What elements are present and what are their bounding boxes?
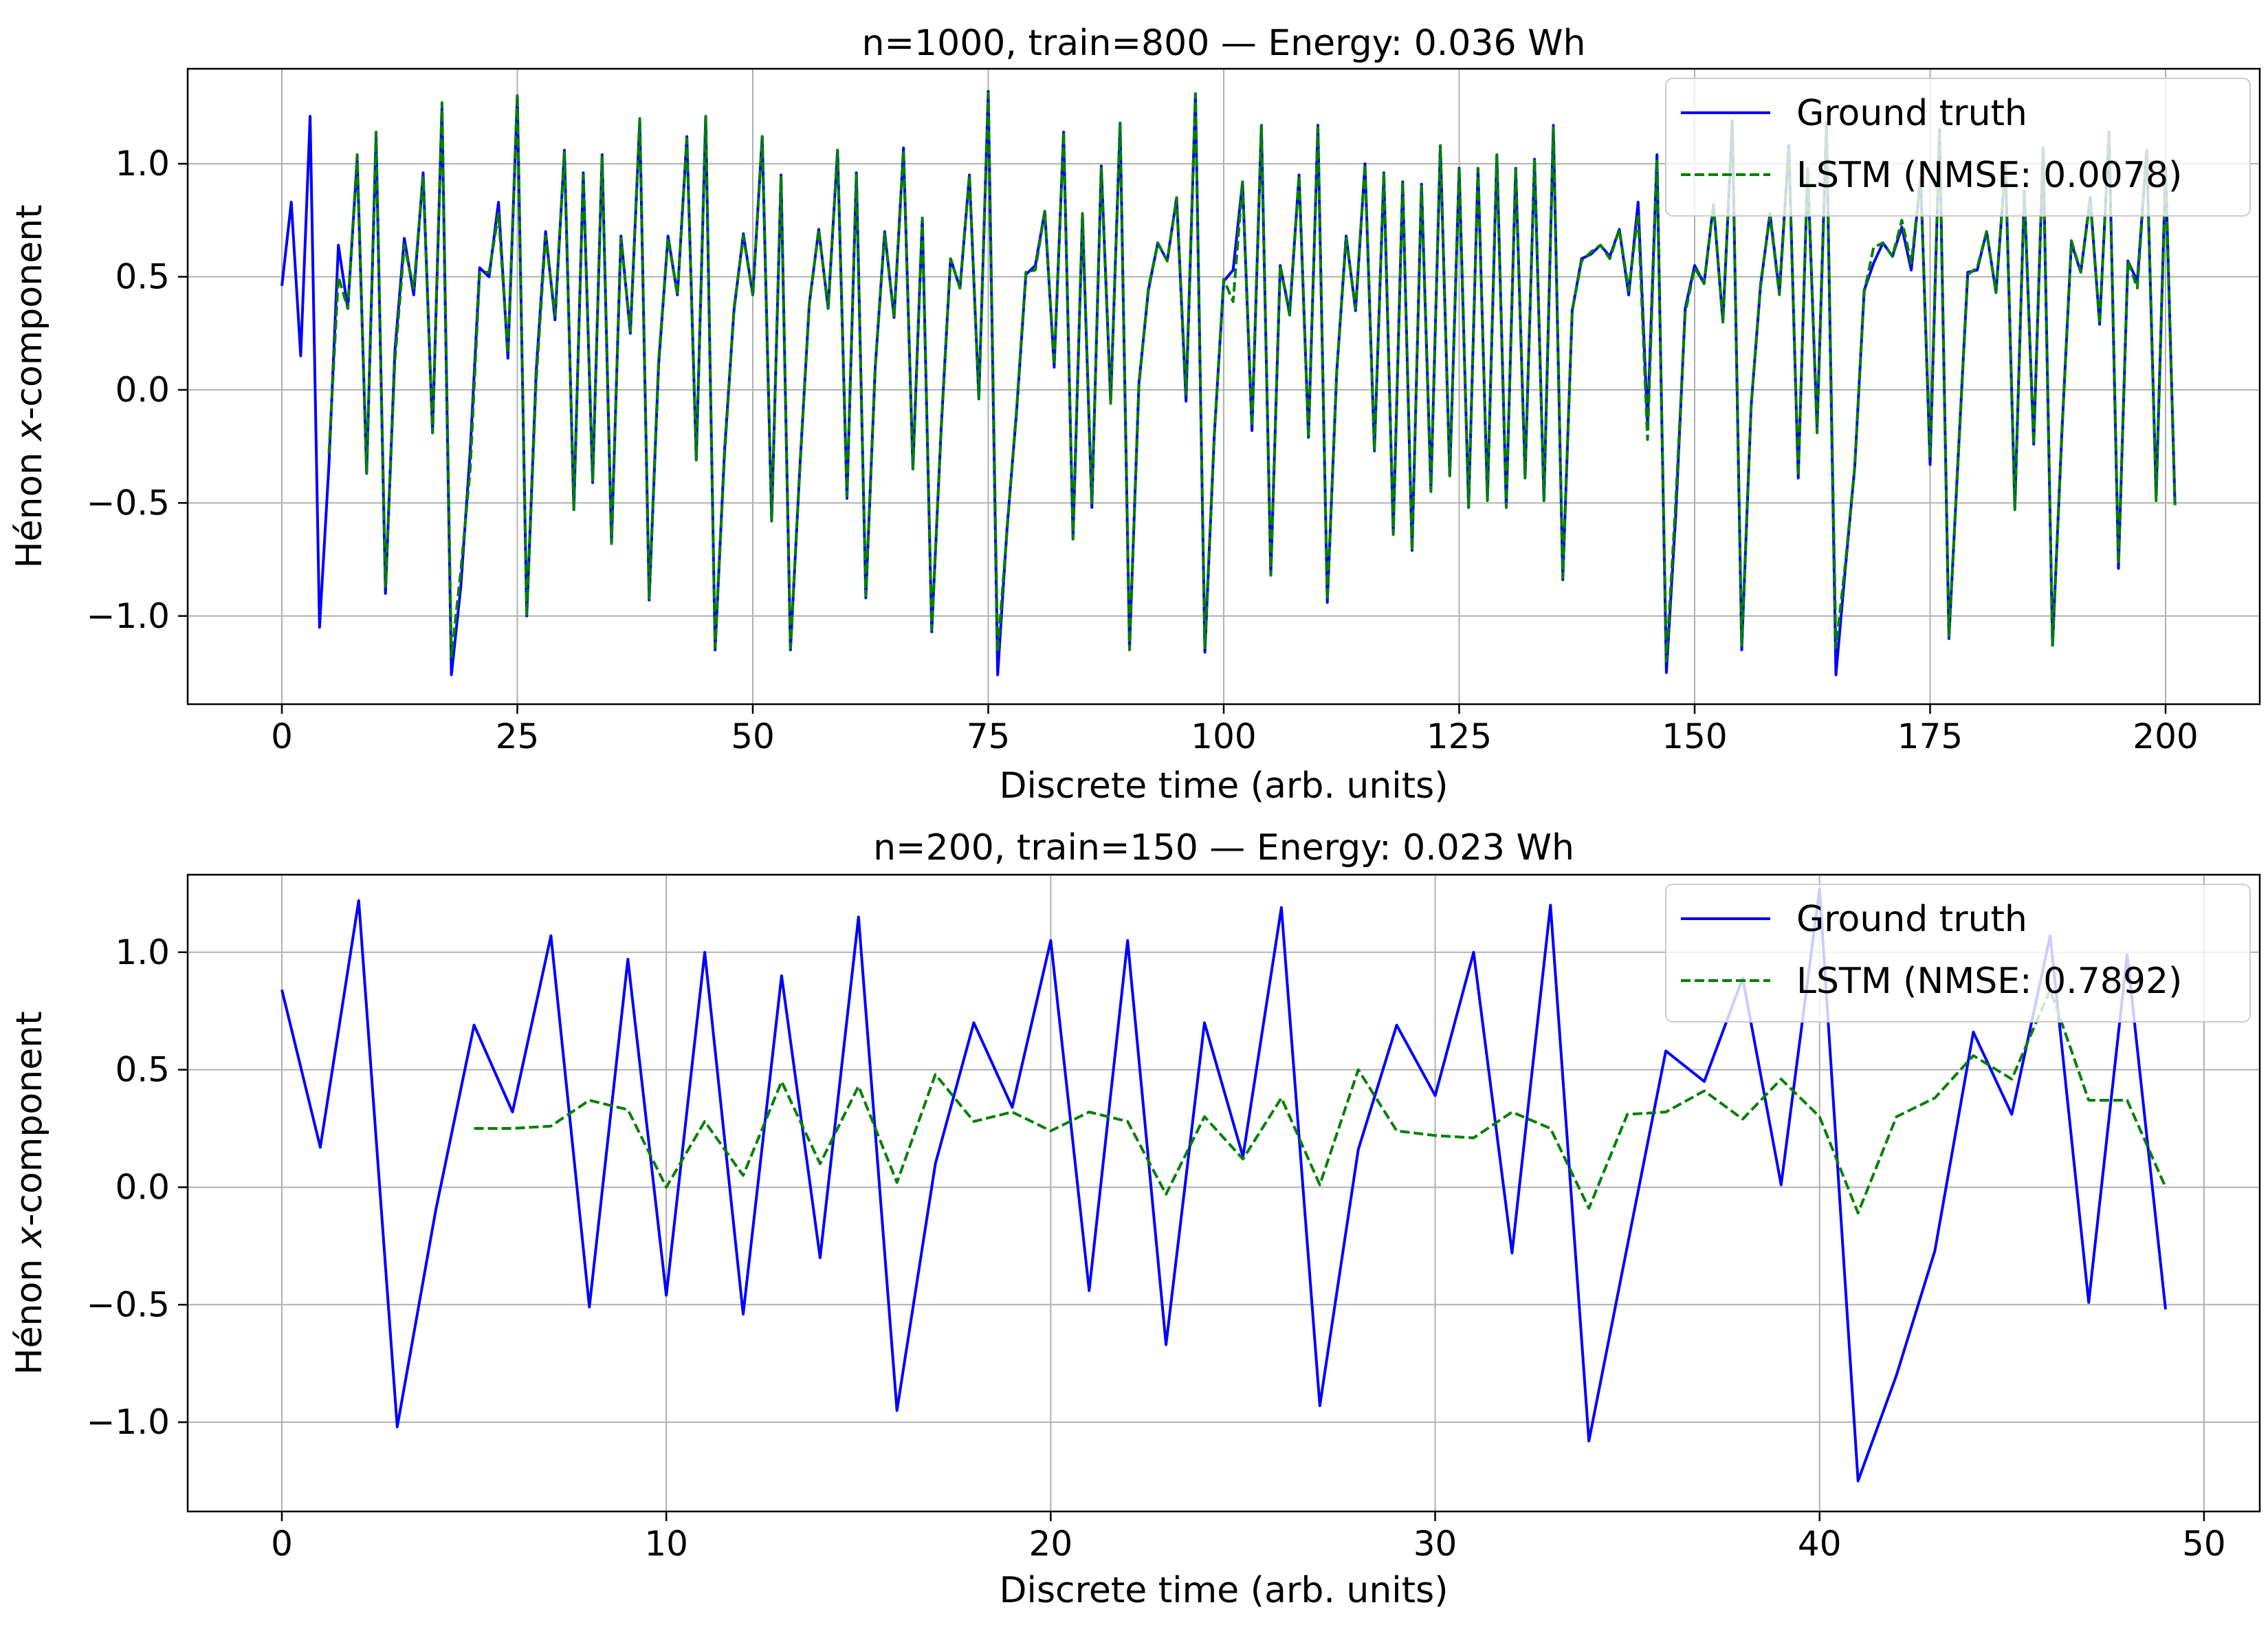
x-tick-label: 50	[2182, 1524, 2226, 1564]
y-tick-label: −1.0	[87, 1402, 170, 1442]
y-tick-label: 0.0	[115, 1167, 170, 1207]
plot-frame	[186, 873, 2261, 1513]
y-axis-label-part: Hénon	[9, 441, 50, 568]
legend: Ground truth LSTM (NMSE: 0.7892)	[1665, 884, 2251, 1023]
x-axis-label: Discrete time (arb. units)	[999, 1570, 1448, 1611]
y-axis-label: Hénon x-component	[9, 1011, 50, 1375]
x-tick-label: 25	[496, 717, 540, 756]
y-axis-label-part: -component	[9, 204, 50, 419]
y-tick-label: 0.0	[115, 370, 170, 410]
legend: Ground truth LSTM (NMSE: 0.0078)	[1665, 78, 2251, 217]
legend-box	[1665, 78, 2251, 217]
y-tick-label: 0.5	[115, 1050, 170, 1090]
legend-ground-truth-label: Ground truth	[1796, 93, 2027, 134]
y-tick-label: 1.0	[115, 144, 170, 184]
x-tick-label: 200	[2133, 717, 2198, 756]
x-tick-label: 30	[1413, 1524, 1457, 1564]
x-tick-label: 20	[1029, 1524, 1073, 1564]
x-tick-label: 10	[644, 1524, 688, 1564]
legend-lstm-label: LSTM (NMSE: 0.7892)	[1796, 961, 2182, 1002]
y-axis-label-part: -component	[9, 1011, 50, 1226]
ground-truth-line	[280, 887, 2167, 1483]
lstm-prediction-line	[474, 988, 2167, 1214]
lstm-prediction-line	[327, 92, 2177, 663]
y-axis-label-part: Hénon	[9, 1247, 50, 1375]
y-axis-label: Hénon x-component	[9, 204, 50, 568]
y-axis-label-part: x	[9, 419, 50, 442]
y-axis-label-part: x	[9, 1225, 50, 1249]
x-axis-label: Discrete time (arb. units)	[999, 765, 1448, 807]
x-tick-label: 75	[967, 717, 1011, 756]
chart-1: 0 25 50 75 100 125 150 175 200 1.0 0.5 0.0 −0.5 −1.0 n…	[9, 23, 2261, 807]
y-tick-label: 0.5	[115, 257, 170, 297]
x-tick-label: 175	[1897, 717, 1963, 756]
x-tick-label: 100	[1191, 717, 1256, 756]
x-tick-label: 0	[271, 717, 293, 756]
y-tick-label: −1.0	[87, 596, 170, 636]
y-tick-label: −0.5	[87, 1285, 170, 1324]
legend-lstm-label: LSTM (NMSE: 0.0078)	[1796, 155, 2182, 196]
x-tick-label: 125	[1427, 717, 1492, 756]
legend-ground-truth-label: Ground truth	[1796, 899, 2027, 940]
x-tick-label: 50	[731, 717, 775, 756]
y-tick-label: −0.5	[87, 483, 170, 523]
x-tick-label: 40	[1798, 1524, 1842, 1564]
x-tick-label: 150	[1662, 717, 1727, 756]
chart-title: n=1000, train=800 — Energy: 0.036 Wh	[862, 23, 1586, 64]
legend-box	[1665, 884, 2251, 1023]
chart-2: 0 10 20 30 40 50 1.0 0.5 0.0 −0.5 −1.0 n=200, train…	[9, 827, 2261, 1611]
x-tick-label: 0	[271, 1524, 293, 1564]
chart-title: n=200, train=150 — Energy: 0.023 Wh	[873, 827, 1574, 869]
y-tick-label: 1.0	[115, 932, 170, 972]
